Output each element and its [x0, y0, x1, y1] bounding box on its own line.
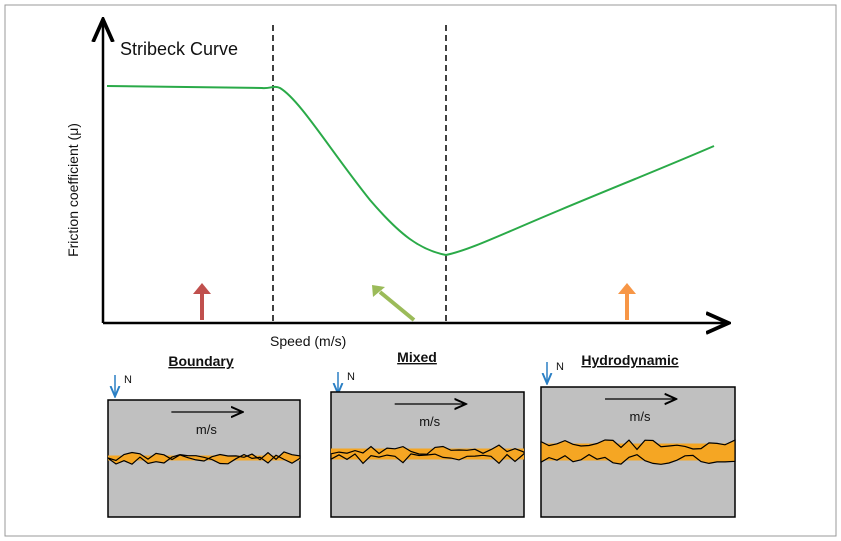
regime-label: Hydrodynamic [581, 352, 678, 368]
asperities [330, 444, 525, 465]
regime-label: Boundary [168, 353, 234, 369]
regime-label: Mixed [397, 349, 437, 365]
stribeck-curve [106, 85, 715, 257]
x-axis-label: Speed (m/s) [270, 333, 346, 349]
speed-label: m/s [419, 414, 440, 429]
title: Stribeck Curve [120, 39, 238, 59]
load-label: N [347, 371, 355, 383]
speed-label: m/s [630, 409, 651, 424]
arrow-head [372, 285, 385, 297]
frame [4, 4, 837, 537]
speed-label: m/s [196, 422, 217, 437]
load-label: N [556, 361, 564, 373]
asperities [540, 439, 736, 465]
y-axis-label: Friction coefficient (μ) [65, 123, 81, 257]
load-label: N [124, 374, 132, 386]
arrow-head [193, 283, 211, 294]
arrow-head [618, 283, 636, 294]
arrow [378, 290, 416, 322]
asperities [107, 451, 301, 465]
